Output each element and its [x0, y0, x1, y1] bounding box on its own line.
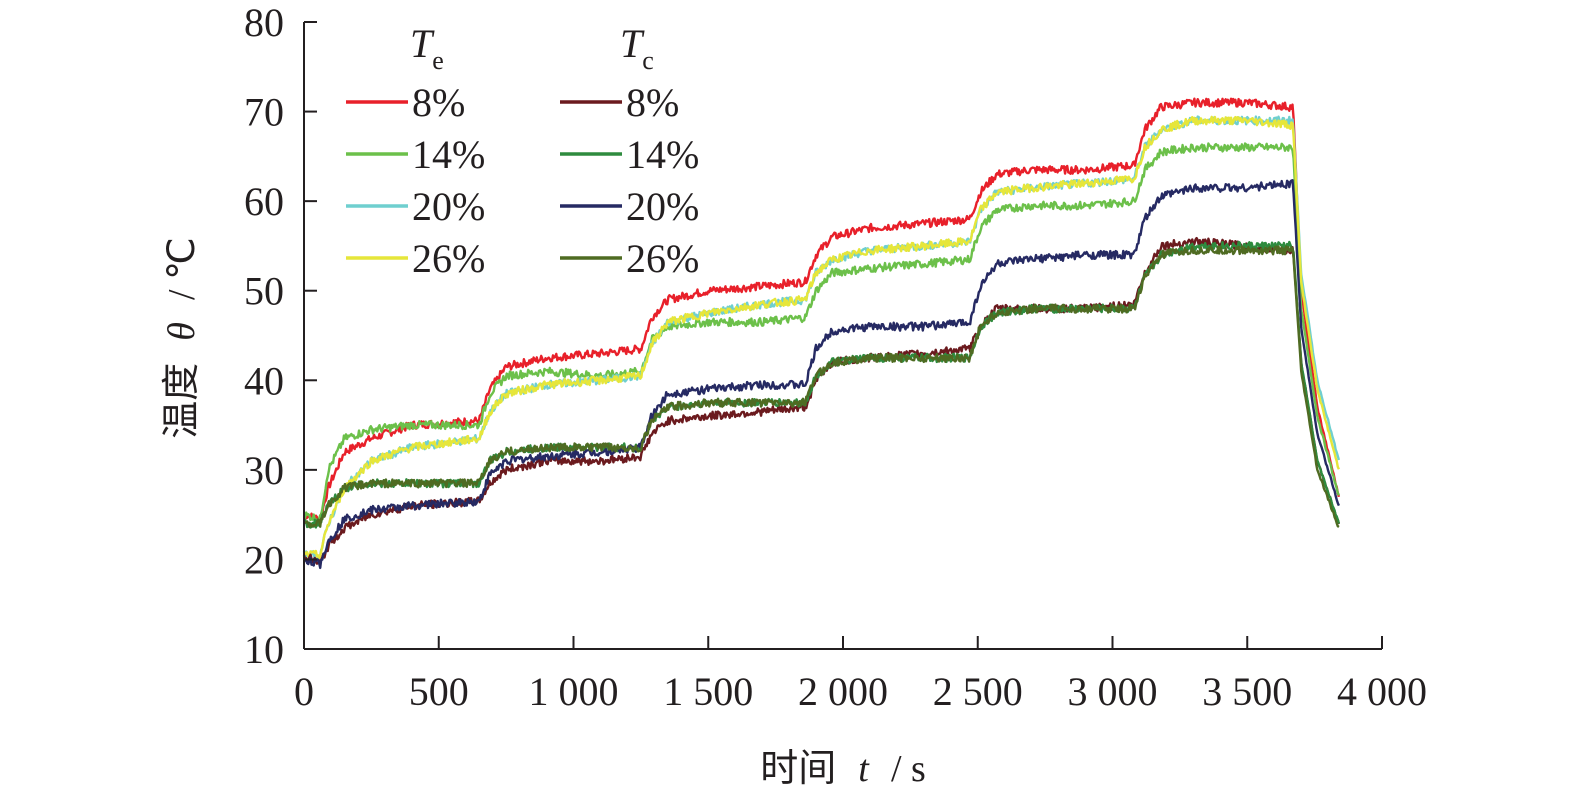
y-tick-label: 60: [244, 179, 284, 224]
y-axis-title-var: θ: [161, 322, 203, 341]
legend-header-0: Te: [410, 21, 444, 75]
x-axis-title-prefix: 时间: [760, 746, 836, 790]
legend-label: 8%: [626, 80, 679, 125]
y-tick-label: 80: [244, 0, 284, 45]
x-tick-label: 500: [409, 669, 469, 714]
y-axis-title: 温度 θ / ℃: [159, 237, 203, 439]
x-axis-title-var: t: [858, 748, 870, 790]
ticks-layer: 0 500 1 000 1 500 2 000 2 500 3 000 3 500 4 000 1…: [244, 0, 1427, 714]
y-axis-title-prefix: 温度: [159, 363, 203, 439]
x-tick-label: 1 500: [663, 669, 753, 714]
series-layer: [302, 97, 1341, 570]
legend-label: 20%: [626, 184, 699, 229]
legend-label: 14%: [412, 132, 485, 177]
axes-layer: [303, 22, 1382, 650]
series-line-te-8pct: [303, 97, 1341, 524]
series-line-tc-26pct: [303, 245, 1340, 529]
x-tick-label: 1 000: [529, 669, 619, 714]
legend-label: 20%: [412, 184, 485, 229]
legend-header-1: Tc: [620, 21, 654, 75]
y-tick-label: 30: [244, 448, 284, 493]
y-tick-label: 70: [244, 90, 284, 135]
legend-label: 26%: [626, 236, 699, 281]
x-axis-title: 时间 t / s: [760, 746, 926, 790]
legend-label: 8%: [412, 80, 465, 125]
series-line-tc-20pct: [303, 179, 1340, 570]
y-tick-label: 40: [244, 358, 284, 403]
y-axis-title-unit: / ℃: [161, 237, 203, 300]
y-tick-label: 10: [244, 627, 284, 672]
series-line-te-14pct: [303, 142, 1340, 523]
x-tick-label: 3 500: [1202, 669, 1292, 714]
x-tick-label: 0: [294, 669, 314, 714]
y-tick-label: 50: [244, 269, 284, 314]
legend-label: 14%: [626, 132, 699, 177]
x-tick-label: 2 500: [933, 669, 1023, 714]
series-line-te-26pct: [302, 115, 1340, 560]
x-tick-label: 3 000: [1068, 669, 1158, 714]
x-tick-label: 2 000: [798, 669, 888, 714]
x-axis-title-unit: / s: [891, 748, 926, 790]
x-tick-label: 4 000: [1337, 669, 1427, 714]
series-line-te-20pct: [302, 115, 1341, 561]
y-tick-label: 20: [244, 537, 284, 582]
legend-label: 26%: [412, 236, 485, 281]
legend: Te Tc 8% 14% 20% 26% 8% 14% 20% 26%: [346, 21, 699, 281]
